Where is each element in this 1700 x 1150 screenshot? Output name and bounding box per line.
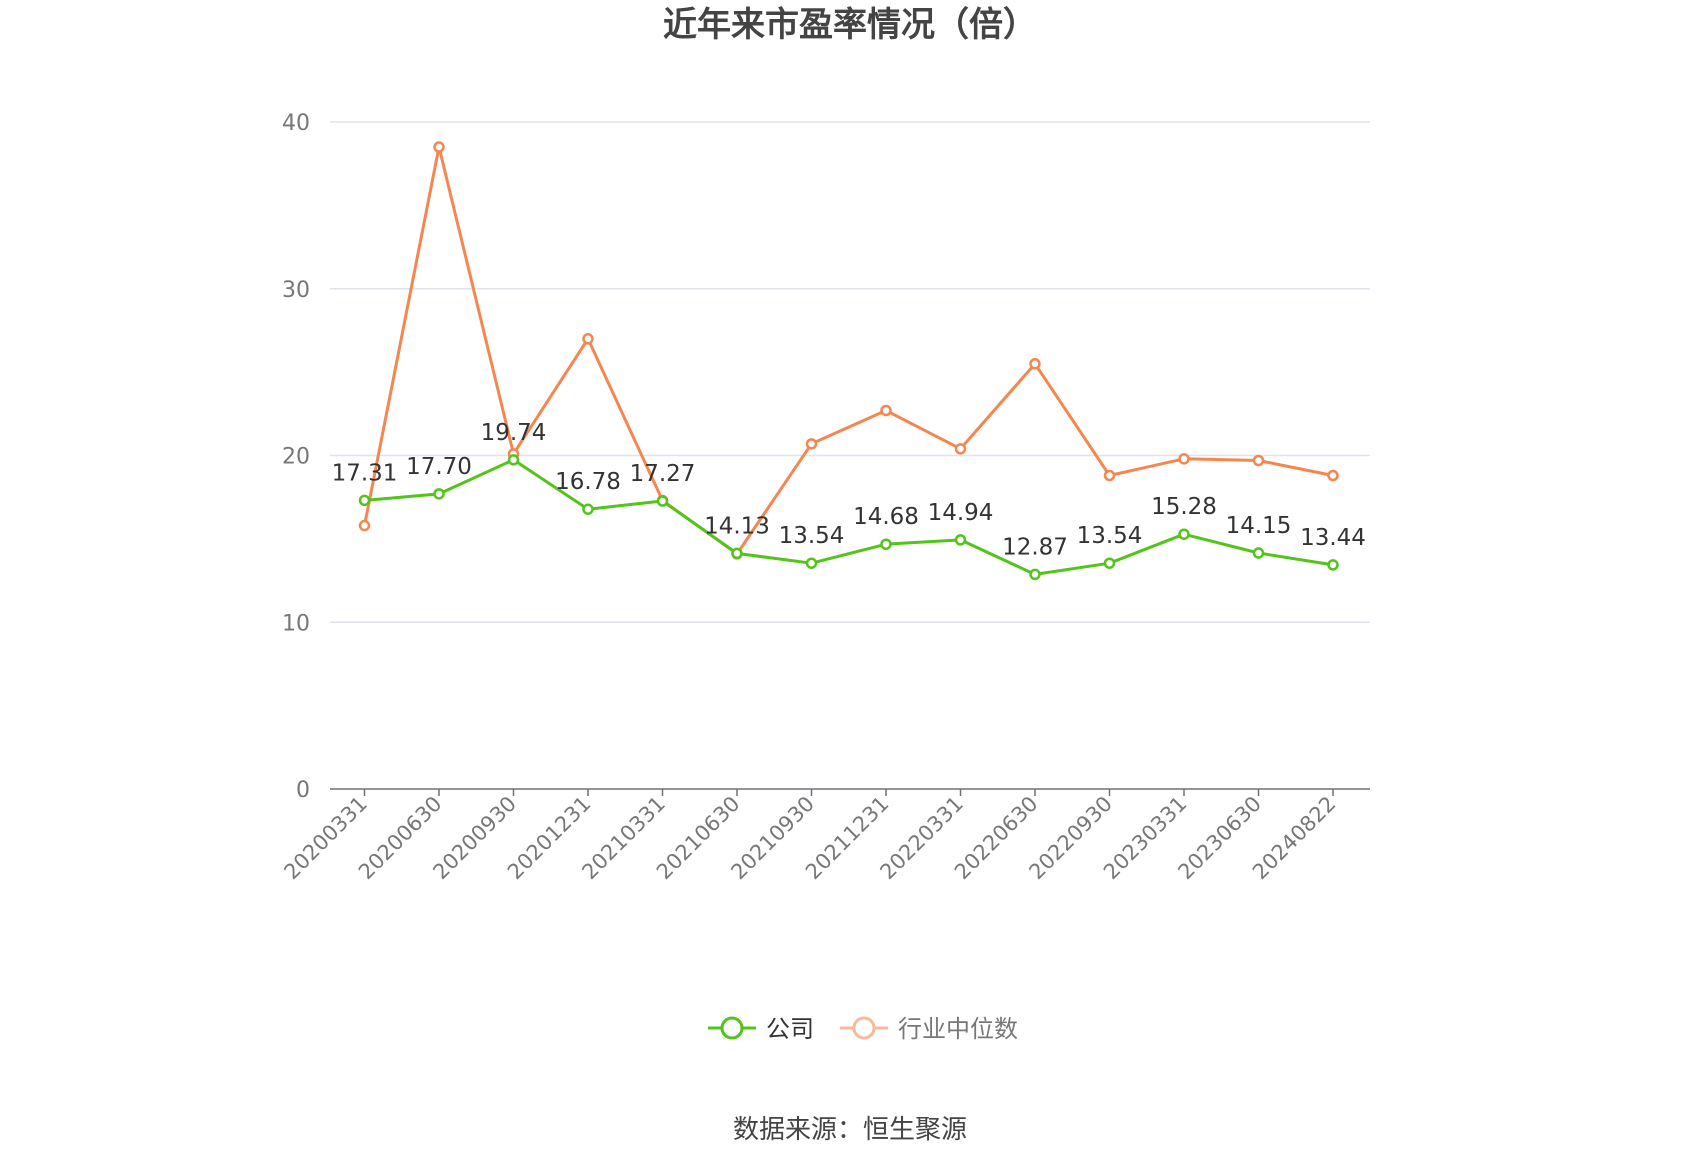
data-point-1[interactable] xyxy=(433,141,445,153)
data-point-1[interactable] xyxy=(582,333,594,345)
data-point-0[interactable] xyxy=(507,454,520,466)
data-point-0[interactable] xyxy=(433,488,445,500)
data-point-1[interactable] xyxy=(1327,469,1339,482)
data-label: 16.78 xyxy=(555,469,621,495)
legend-marker xyxy=(852,1016,876,1040)
data-point-0[interactable] xyxy=(805,557,818,569)
data-point-1[interactable] xyxy=(1103,469,1116,482)
data-point-0[interactable] xyxy=(358,494,371,507)
data-label: 17.31 xyxy=(332,460,398,486)
y-tick-label: 30 xyxy=(282,278,310,303)
data-label: 12.87 xyxy=(1002,534,1068,560)
data-point-1[interactable] xyxy=(1178,453,1190,465)
data-point-1[interactable] xyxy=(358,519,371,532)
data-label: 14.68 xyxy=(853,504,919,530)
data-point-1[interactable] xyxy=(954,443,967,455)
data-point-0[interactable] xyxy=(1252,547,1265,559)
legend-label: 公司 xyxy=(766,1015,814,1043)
source-note: 数据来源：恒生聚源 xyxy=(733,1115,967,1145)
data-label: 17.27 xyxy=(630,461,696,487)
data-label: 13.54 xyxy=(1077,523,1143,549)
grid-lines xyxy=(330,121,1370,623)
data-point-1[interactable] xyxy=(805,438,818,450)
chart-title: 近年来市盈率情况（倍） xyxy=(663,5,1037,45)
data-point-0[interactable] xyxy=(656,495,669,507)
data-labels: 17.31 17.70 19.74 16.78 17.27 14.13 13.54 14.68… xyxy=(332,420,1366,561)
legend-item-0[interactable]: 公司 xyxy=(708,1015,814,1043)
series-lines xyxy=(358,141,1339,581)
data-label: 13.44 xyxy=(1300,525,1366,551)
data-point-1[interactable] xyxy=(1252,454,1265,467)
data-point-0[interactable] xyxy=(1029,568,1041,581)
data-label: 14.94 xyxy=(928,500,994,526)
series-line-0 xyxy=(364,458,1334,576)
data-label: 17.70 xyxy=(406,454,472,480)
data-label: 19.74 xyxy=(481,420,547,446)
data-point-0[interactable] xyxy=(880,538,892,550)
data-label: 14.13 xyxy=(704,513,770,539)
data-label: 15.28 xyxy=(1151,494,1217,520)
data-point-0[interactable] xyxy=(954,534,967,546)
data-point-0[interactable] xyxy=(1327,559,1339,571)
series-line-1 xyxy=(363,145,1334,556)
data-point-1[interactable] xyxy=(880,404,892,417)
data-label: 14.15 xyxy=(1226,513,1292,539)
legend-item-1[interactable]: 行业中位数 xyxy=(840,1015,1018,1043)
data-point-0[interactable] xyxy=(731,547,743,560)
data-label: 13.54 xyxy=(779,523,845,549)
legend[interactable]: 公司 行业中位数 xyxy=(708,1015,1018,1043)
y-tick-label: 20 xyxy=(282,445,310,470)
data-point-0[interactable] xyxy=(1103,557,1116,569)
data-point-0[interactable] xyxy=(1178,528,1190,540)
data-point-0[interactable] xyxy=(582,503,594,515)
y-tick-label: 0 xyxy=(296,778,310,803)
legend-marker xyxy=(720,1016,744,1040)
data-point-1[interactable] xyxy=(1029,358,1041,370)
y-tick-label: 10 xyxy=(282,611,310,636)
y-tick-label: 40 xyxy=(282,111,310,136)
legend-label: 行业中位数 xyxy=(898,1015,1018,1043)
